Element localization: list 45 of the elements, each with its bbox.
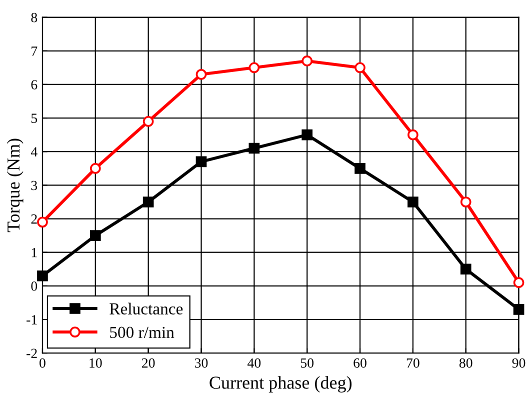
y-tick-label: 7 — [32, 46, 38, 56]
x-tick-label: 70 — [406, 358, 420, 368]
y-tick-label: 5 — [31, 114, 38, 123]
x-tick-label: 30 — [194, 358, 208, 368]
point — [460, 196, 472, 208]
point — [302, 56, 313, 66]
point — [37, 216, 48, 228]
legend-label: Reluctance — [110, 302, 183, 314]
point — [248, 62, 260, 74]
y-axis-title: Torque (Nm) — [6, 138, 24, 232]
x-tick-label: 10 — [90, 358, 102, 368]
point — [196, 68, 207, 80]
point — [90, 230, 101, 241]
point — [408, 196, 418, 208]
y-tick-label: 3 — [31, 180, 38, 190]
point — [248, 142, 260, 154]
y-tick-label: 8 — [31, 12, 38, 22]
point — [37, 270, 48, 282]
point — [90, 162, 101, 174]
y-tick-label: 4 — [30, 147, 38, 156]
point — [142, 116, 154, 127]
point — [354, 162, 366, 174]
x-tick-label: 90 — [512, 358, 526, 368]
point — [408, 129, 418, 140]
point — [513, 304, 524, 315]
point — [142, 196, 154, 208]
y-tick-label: -1 — [26, 315, 37, 324]
y-tick-label: 6 — [31, 80, 38, 90]
x-tick-label: 40 — [248, 358, 261, 368]
y-tick-label: 0 — [31, 282, 38, 291]
y-tick-label: -2 — [26, 348, 37, 358]
y-tick-label: 2 — [31, 214, 37, 224]
y-tick-label: 1 — [32, 248, 37, 258]
legend-label: 500 r/min — [110, 326, 174, 338]
x-tick-label: 60 — [354, 358, 366, 368]
point — [354, 62, 366, 74]
point — [196, 156, 207, 168]
x-tick-label: 0 — [40, 358, 46, 368]
point — [460, 264, 472, 275]
point — [302, 129, 313, 140]
x-tick-label: 20 — [142, 358, 155, 368]
x-tick-label: 80 — [459, 358, 472, 368]
point — [513, 277, 524, 288]
x-tick-label: 50 — [300, 358, 314, 368]
x-axis-title: Current phase (deg) — [210, 376, 352, 393]
